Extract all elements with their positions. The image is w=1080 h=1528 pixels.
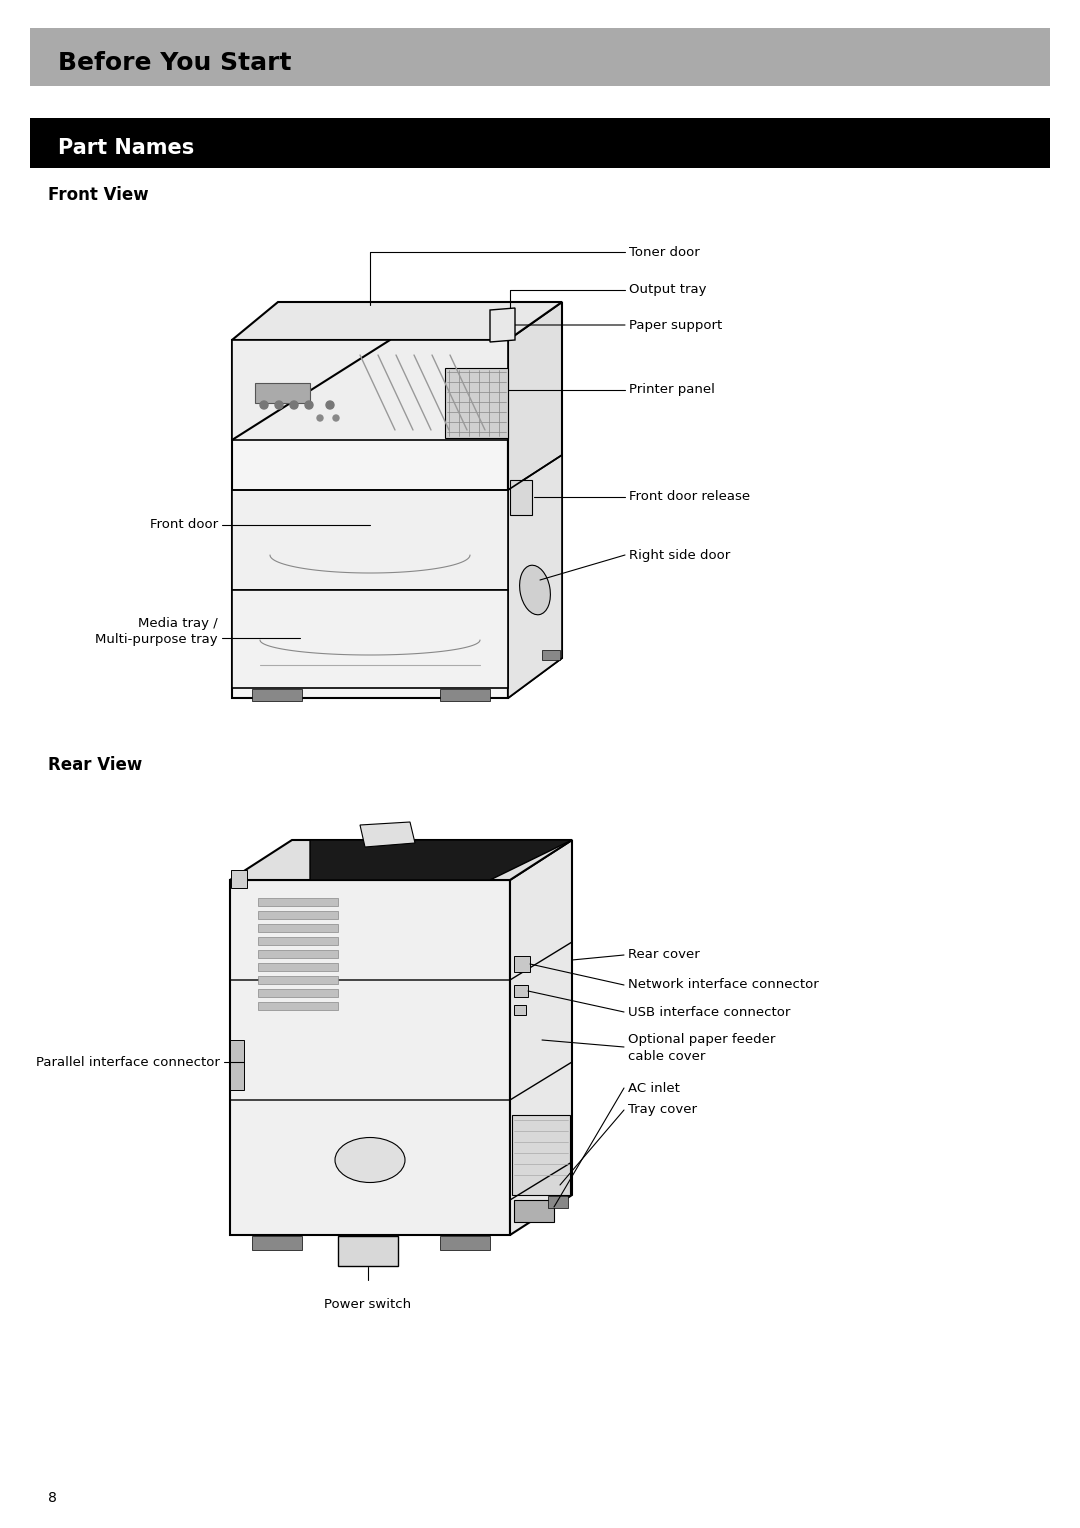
Text: 8: 8 [48,1491,57,1505]
Text: Output tray: Output tray [629,284,706,296]
Text: Tray cover: Tray cover [627,1103,697,1117]
Polygon shape [232,303,562,341]
Bar [514,957,530,972]
Text: Rear cover: Rear cover [627,949,700,961]
Circle shape [291,400,298,410]
Text: Rear View: Rear View [48,756,143,775]
Text: Front door: Front door [150,518,218,532]
Bar [440,689,490,701]
Bar [258,989,338,996]
Bar [512,1115,570,1195]
Polygon shape [230,840,572,880]
Circle shape [333,416,339,422]
Circle shape [318,416,323,422]
Polygon shape [508,303,562,698]
Bar [258,911,338,918]
Bar [514,1005,526,1015]
Polygon shape [508,455,562,698]
Circle shape [326,400,334,410]
Polygon shape [310,840,572,880]
Bar [258,950,338,958]
Bar [258,1002,338,1010]
Circle shape [305,400,313,410]
Text: Optional paper feeder: Optional paper feeder [627,1033,775,1047]
Polygon shape [490,309,515,342]
Polygon shape [232,341,508,698]
Bar [252,689,302,701]
Text: Paper support: Paper support [629,318,723,332]
Text: Right side door: Right side door [629,549,730,561]
Text: Power switch: Power switch [324,1297,411,1311]
Bar [258,976,338,984]
Polygon shape [232,490,508,590]
Polygon shape [232,341,508,440]
Ellipse shape [519,565,551,614]
Bar [338,1236,399,1267]
Text: cable cover: cable cover [627,1051,705,1063]
Text: AC inlet: AC inlet [627,1082,680,1094]
Text: Parallel interface connector: Parallel interface connector [36,1056,220,1068]
Text: USB interface connector: USB interface connector [627,1005,791,1019]
Bar [440,1236,490,1250]
Text: Front View: Front View [48,186,149,205]
Bar [255,384,310,403]
Bar [231,869,247,888]
Text: Multi-purpose tray: Multi-purpose tray [95,634,218,646]
Bar [30,28,1050,86]
Bar [258,898,338,906]
Bar [258,963,338,970]
Text: Part Names: Part Names [58,138,194,157]
Bar [258,924,338,932]
Polygon shape [230,880,510,1235]
Bar [252,1236,302,1250]
Bar [30,118,1050,168]
Bar [230,1041,244,1089]
Text: Toner door: Toner door [629,246,700,258]
Circle shape [275,400,283,410]
Polygon shape [360,822,415,847]
Bar [514,986,528,996]
Bar [514,1199,554,1222]
Bar [445,368,508,439]
Bar [542,649,561,660]
Text: Front door release: Front door release [629,490,751,504]
Text: Before You Start: Before You Start [58,50,292,75]
Bar [510,480,532,515]
Text: Printer panel: Printer panel [629,384,715,396]
Bar [258,937,338,944]
Text: Network interface connector: Network interface connector [627,978,819,992]
Ellipse shape [335,1137,405,1183]
Polygon shape [232,590,508,688]
Polygon shape [510,840,572,1235]
Text: Media tray /: Media tray / [138,617,218,631]
Circle shape [260,400,268,410]
Bar [548,1196,568,1209]
